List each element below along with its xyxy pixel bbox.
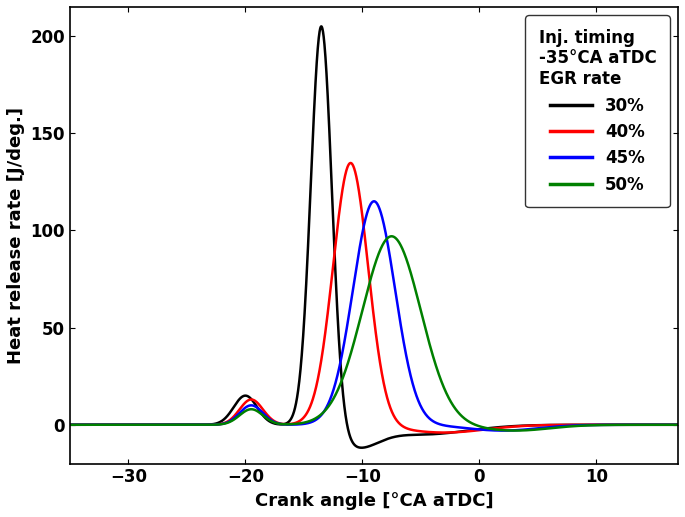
Y-axis label: Heat release rate [J/deg.]: Heat release rate [J/deg.] — [7, 107, 25, 364]
X-axis label: Crank angle [°CA aTDC]: Crank angle [°CA aTDC] — [255, 492, 493, 510]
Legend: 30%, 40%, 45%, 50%: 30%, 40%, 45%, 50% — [525, 16, 670, 207]
